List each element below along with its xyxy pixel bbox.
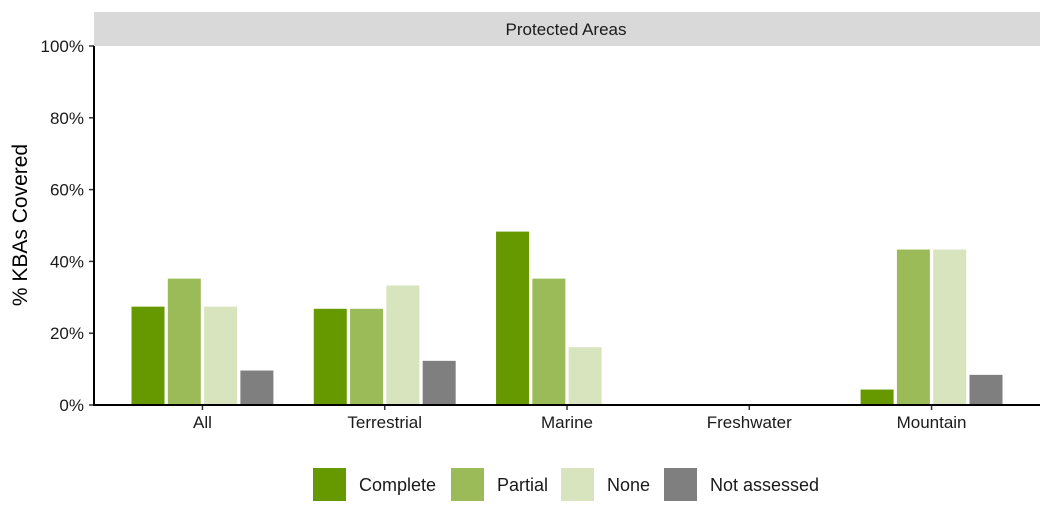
bar-partial — [167, 278, 201, 405]
facet-strip — [94, 12, 1040, 46]
y-tick-label: 0% — [59, 396, 84, 415]
bar-none — [933, 249, 967, 405]
bar-not-assessed — [422, 360, 456, 405]
y-tick-label: 80% — [50, 109, 84, 128]
bar-partial — [532, 278, 566, 405]
bar-partial — [350, 308, 384, 405]
bar-complete — [860, 389, 894, 405]
x-tick-label: Terrestrial — [347, 413, 422, 432]
legend-label: Not assessed — [710, 475, 819, 495]
legend-swatch — [313, 468, 346, 501]
bar-complete — [313, 308, 347, 405]
y-axis-title: % KBAs Covered — [9, 144, 32, 306]
y-tick-label: 20% — [50, 324, 84, 343]
bar-none — [204, 306, 238, 405]
x-tick-label: Freshwater — [707, 413, 792, 432]
legend-label: Complete — [359, 475, 436, 495]
bar-none — [386, 285, 420, 405]
y-tick-label: 40% — [50, 252, 84, 271]
bar-complete — [496, 231, 530, 405]
y-tick-label: 60% — [50, 181, 84, 200]
facet-title: Protected Areas — [506, 20, 627, 39]
y-axis: 0% 20% 40% 60% 80% 100% — [41, 37, 94, 415]
legend-swatch — [664, 468, 697, 501]
bar-not-assessed — [240, 370, 274, 405]
x-tick-label: Marine — [541, 413, 593, 432]
bars — [131, 231, 1003, 405]
legend-label: None — [607, 475, 650, 495]
x-tick-label: Mountain — [897, 413, 967, 432]
bar-none — [568, 347, 602, 405]
legend-swatch — [561, 468, 594, 501]
legend-label: Partial — [497, 475, 548, 495]
legend-swatch — [451, 468, 484, 501]
x-axis: All Terrestrial Marine Freshwater Mountain — [193, 405, 967, 432]
bar-partial — [896, 249, 930, 405]
bar-not-assessed — [969, 374, 1003, 405]
y-tick-label: 100% — [41, 37, 84, 56]
legend: Complete Partial None Not assessed — [313, 468, 819, 501]
bar-complete — [131, 306, 165, 405]
x-tick-label: All — [193, 413, 212, 432]
